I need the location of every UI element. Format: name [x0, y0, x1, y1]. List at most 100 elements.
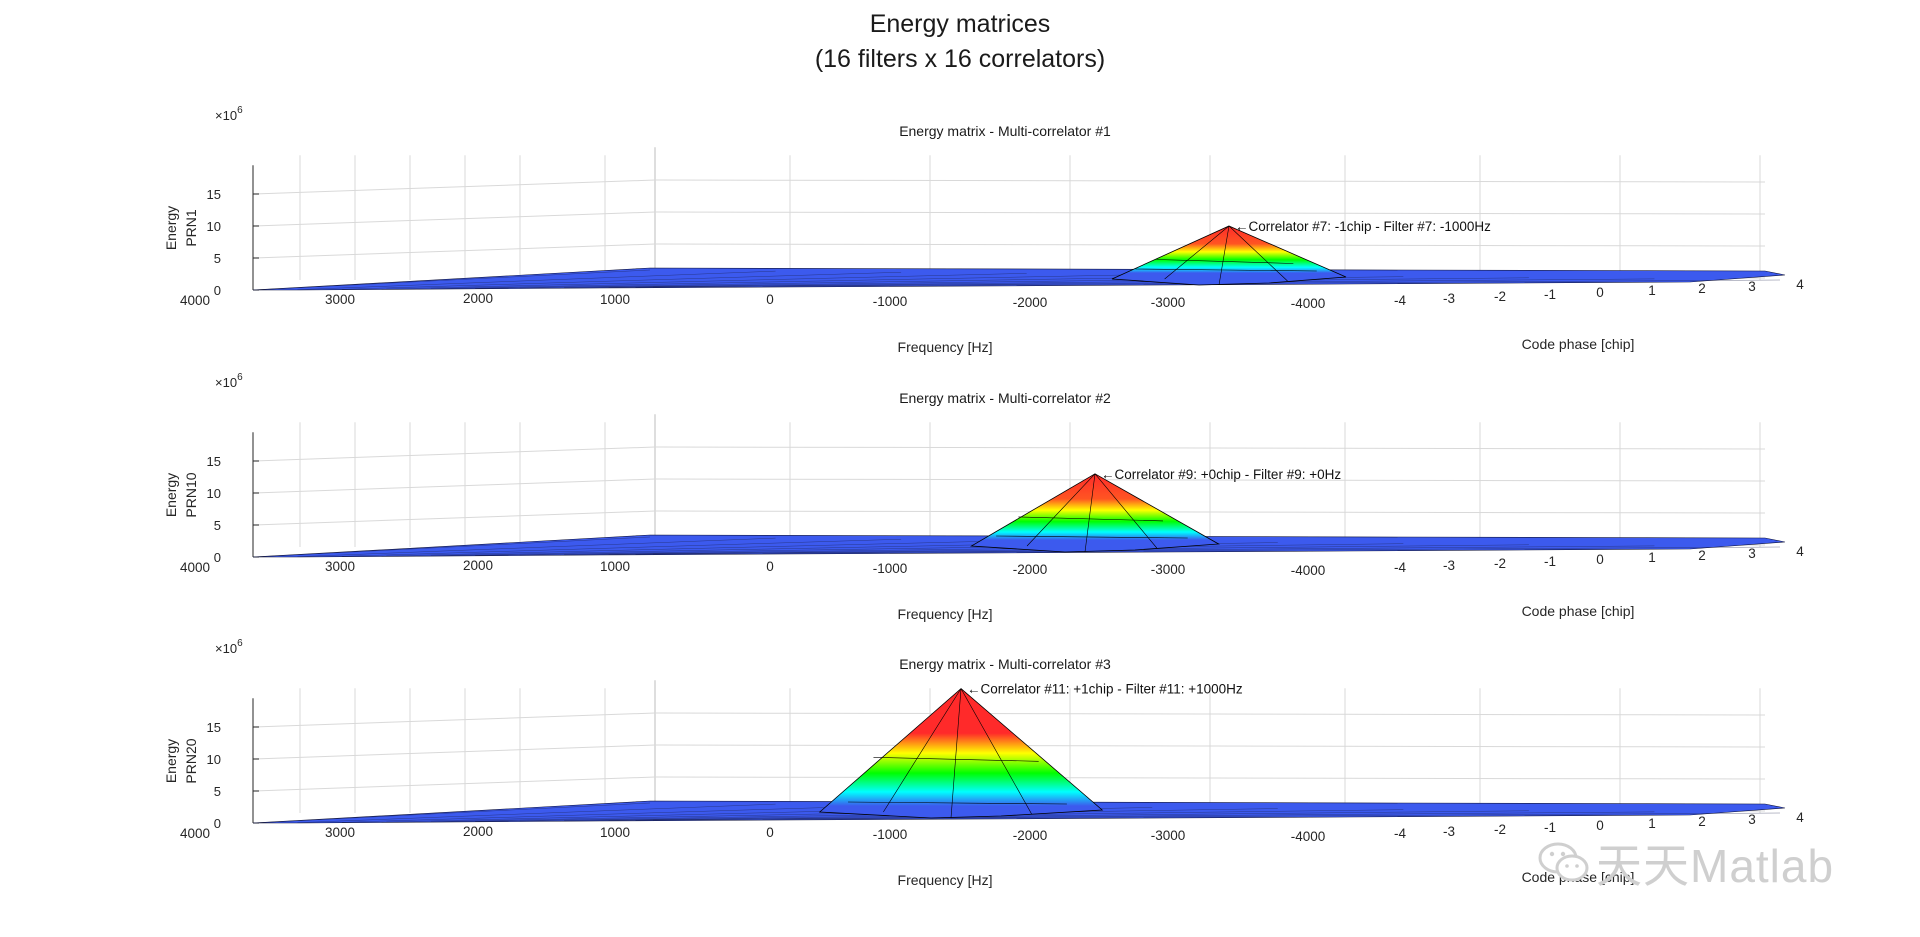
- code-tick-label: 3: [1748, 279, 1756, 294]
- energy-matrix-panel: ×106 Energy matrix - Multi-correlator #3 0…: [163, 638, 1804, 888]
- surface-mesh-line: [1026, 473, 1096, 547]
- y-axis-label-line1: Energy: [163, 739, 179, 783]
- y-axis-label-line1: Energy: [163, 206, 179, 250]
- x-axis-label: Frequency [Hz]: [898, 606, 993, 622]
- x-tick-label: 3000: [325, 292, 355, 307]
- code-tick-label: -2: [1494, 289, 1506, 304]
- surface-mesh-line: [430, 274, 1153, 289]
- z-tick-label: 15: [207, 187, 221, 202]
- surface-mesh-line: [1228, 225, 1288, 282]
- grid-line: [654, 446, 1766, 450]
- grid-line: [252, 712, 656, 728]
- grid-line: [654, 744, 1766, 748]
- grid-line: [252, 179, 656, 195]
- code-tick-label: -2: [1494, 556, 1506, 571]
- code-tick-label: 2: [1698, 548, 1706, 563]
- z-tick-label: 0: [214, 283, 221, 298]
- x-tick-label: 4000: [180, 826, 210, 841]
- figure-subtitle: (16 filters x 16 correlators): [814, 45, 1106, 73]
- surface-mesh-line: [652, 546, 1781, 555]
- x-tick-label: 3000: [325, 825, 355, 840]
- surface-mesh-line: [564, 810, 1529, 821]
- surface-mesh-line: [1218, 225, 1230, 286]
- panel-title: Energy matrix - Multi-correlator #1: [899, 123, 1111, 139]
- x-tick-label: -3000: [1151, 828, 1186, 843]
- energy-matrix-panel: ×106 Energy matrix - Multi-correlator #2 0…: [163, 372, 1804, 622]
- z-tick-label: 5: [214, 784, 221, 799]
- surface-mesh-line: [1164, 225, 1230, 280]
- code-tick-label: 1: [1648, 816, 1656, 831]
- code-tick-label: -3: [1443, 558, 1455, 573]
- surface-mesh-line: [950, 688, 962, 819]
- code-tick-label: -1: [1544, 820, 1556, 835]
- x-tick-label: -2000: [1013, 828, 1048, 843]
- exponent-label: ×106: [215, 105, 243, 123]
- energy-matrix-panel: ×106 Energy matrix - Multi-correlator #1 0…: [163, 105, 1804, 355]
- surface-mesh-line: [960, 688, 1032, 815]
- surface-mesh-line: [1135, 268, 1317, 272]
- grid-line: [654, 712, 1766, 716]
- surface-mesh-line: [386, 273, 1027, 290]
- surface-mesh-line: [873, 757, 1039, 762]
- panel-title: Energy matrix - Multi-correlator #2: [899, 390, 1111, 406]
- x-tick-label: -4000: [1291, 563, 1326, 578]
- code-tick-label: 1: [1648, 550, 1656, 565]
- x-tick-label: 0: [766, 825, 774, 840]
- code-tick-label: -3: [1443, 291, 1455, 306]
- grid-line: [252, 243, 656, 259]
- code-tick-label: -1: [1544, 554, 1556, 569]
- x-tick-label: 0: [766, 559, 774, 574]
- x-tick-label: -4000: [1291, 296, 1326, 311]
- x-tick-label: -4000: [1291, 829, 1326, 844]
- y-axis-label-line2: PRN10: [183, 472, 199, 517]
- surface-mesh-line: [1018, 516, 1163, 522]
- code-tick-label: 0: [1596, 818, 1604, 833]
- code-tick-label: 4: [1796, 544, 1804, 559]
- z-tick-label: 10: [207, 486, 221, 501]
- x-tick-label: -3000: [1151, 295, 1186, 310]
- code-tick-label: 0: [1596, 552, 1604, 567]
- x-tick-label: -2000: [1013, 295, 1048, 310]
- code-tick-label: -4: [1394, 293, 1406, 308]
- code-tick-label: 0: [1596, 285, 1604, 300]
- x-tick-label: 4000: [180, 293, 210, 308]
- grid-line: [654, 776, 1766, 780]
- y-axis-label-line2: PRN20: [183, 738, 199, 783]
- x-tick-label: 1000: [600, 559, 630, 574]
- code-tick-label: 2: [1698, 814, 1706, 829]
- z-tick-label: 0: [214, 816, 221, 831]
- z-tick-label: 15: [207, 720, 221, 735]
- wechat-icon: [1538, 842, 1589, 882]
- surface-mesh-line: [608, 278, 1655, 288]
- surface-mesh-line: [652, 812, 1781, 821]
- x-axis-label: Frequency [Hz]: [898, 872, 993, 888]
- surface-mesh-line: [608, 811, 1655, 821]
- x-tick-label: -1000: [873, 827, 908, 842]
- surface-peak: [1111, 225, 1347, 286]
- x-tick-label: -2000: [1013, 562, 1048, 577]
- code-tick-label: -1: [1544, 287, 1556, 302]
- code-axis-label: Code phase [chip]: [1522, 603, 1635, 619]
- watermark-text: 天天Matlab: [1596, 840, 1835, 892]
- y-axis-label-line2: PRN1: [183, 209, 199, 247]
- grid-line: [252, 744, 656, 760]
- surface-mesh-line: [386, 540, 1027, 557]
- surface-mesh-line: [564, 277, 1529, 288]
- x-tick-label: -3000: [1151, 562, 1186, 577]
- grid-line: [252, 446, 656, 462]
- surface-mesh-line: [519, 543, 1404, 556]
- x-tick-label: 4000: [180, 560, 210, 575]
- code-tick-label: 1: [1648, 283, 1656, 298]
- x-tick-label: 1000: [600, 825, 630, 840]
- x-tick-label: 3000: [325, 559, 355, 574]
- x-tick-label: 2000: [463, 824, 493, 839]
- surface-mesh-line: [297, 537, 776, 557]
- surface-mesh-line: [252, 269, 651, 291]
- surface-mesh-line: [297, 803, 776, 823]
- x-tick-label: -1000: [873, 561, 908, 576]
- x-axis-label: Frequency [Hz]: [898, 339, 993, 355]
- x-tick-label: 2000: [463, 558, 493, 573]
- grid-line: [252, 211, 656, 227]
- z-tick-label: 5: [214, 251, 221, 266]
- surface-mesh-line: [848, 801, 1067, 805]
